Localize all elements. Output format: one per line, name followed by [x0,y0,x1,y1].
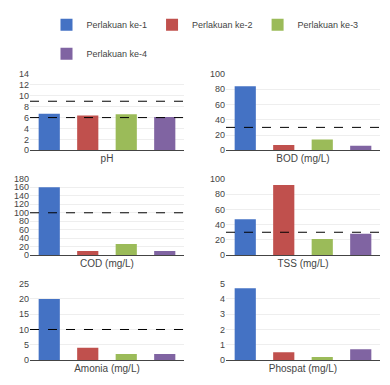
svg-text:20: 20 [19,242,29,252]
svg-text:Perlakuan ke-3: Perlakuan ke-3 [298,20,359,30]
svg-text:20: 20 [215,130,225,140]
svg-text:120: 120 [14,199,29,209]
svg-text:5: 5 [24,340,29,350]
svg-text:180: 180 [14,174,29,184]
svg-text:40: 40 [19,233,29,243]
svg-text:1: 1 [220,340,225,350]
svg-text:80: 80 [215,189,225,199]
svg-text:20: 20 [215,235,225,245]
svg-text:40: 40 [215,220,225,230]
svg-text:80: 80 [19,216,29,226]
svg-text:40: 40 [215,115,225,125]
svg-text:60: 60 [215,100,225,110]
svg-text:Perlakuan ke-1: Perlakuan ke-1 [87,20,148,30]
svg-text:Amonia (mg/L): Amonia (mg/L) [74,363,140,374]
svg-text:0: 0 [24,250,29,260]
svg-text:0: 0 [24,145,29,155]
svg-text:BOD (mg/L): BOD (mg/L) [276,153,329,164]
svg-text:10: 10 [19,325,29,335]
svg-text:TSS (mg/L): TSS (mg/L) [277,258,328,269]
svg-text:100: 100 [210,69,225,79]
svg-text:14: 14 [19,69,29,79]
svg-text:8: 8 [24,102,29,112]
svg-text:0: 0 [220,250,225,260]
svg-text:4: 4 [220,294,225,304]
svg-text:100: 100 [210,174,225,184]
svg-text:160: 160 [14,182,29,192]
svg-text:Phospat (mg/L): Phospat (mg/L) [269,363,337,374]
svg-text:2: 2 [220,325,225,335]
svg-text:3: 3 [220,309,225,319]
svg-text:60: 60 [19,225,29,235]
svg-text:10: 10 [19,91,29,101]
svg-text:0: 0 [220,355,225,365]
svg-text:6: 6 [24,113,29,123]
svg-text:4: 4 [24,124,29,134]
svg-text:pH: pH [101,153,114,164]
svg-text:5: 5 [220,279,225,289]
svg-text:Perlakuan ke-2: Perlakuan ke-2 [192,20,253,30]
svg-text:15: 15 [19,309,29,319]
svg-text:Perlakuan ke-4: Perlakuan ke-4 [87,49,148,59]
svg-text:60: 60 [215,205,225,215]
svg-text:0: 0 [24,355,29,365]
svg-text:2: 2 [24,135,29,145]
svg-text:0: 0 [220,145,225,155]
svg-text:25: 25 [19,279,29,289]
svg-text:COD (mg/L): COD (mg/L) [80,258,134,269]
svg-text:80: 80 [215,84,225,94]
svg-text:20: 20 [19,294,29,304]
svg-text:12: 12 [19,80,29,90]
svg-text:140: 140 [14,191,29,201]
svg-text:100: 100 [14,208,29,218]
